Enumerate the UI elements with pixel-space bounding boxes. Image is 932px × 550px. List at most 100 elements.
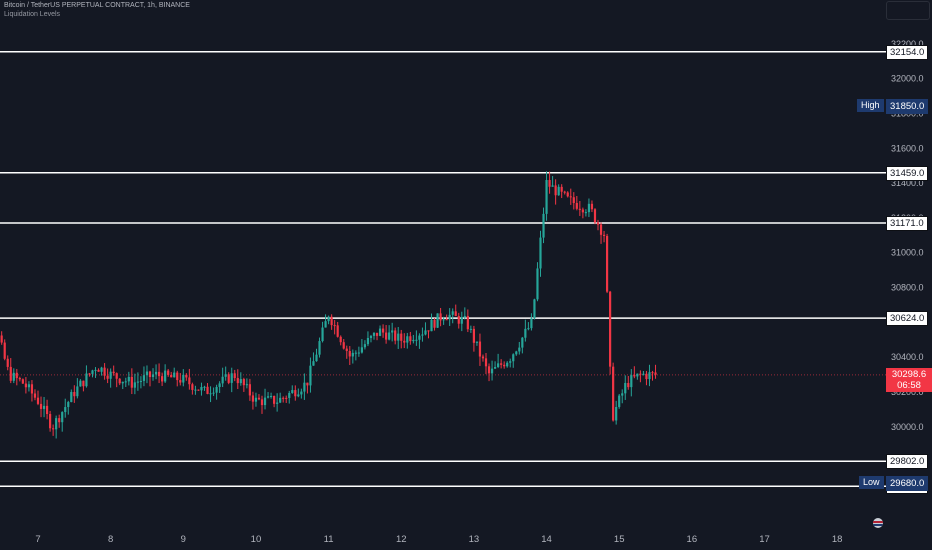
candle-body — [584, 212, 588, 214]
candle-body — [596, 222, 600, 225]
candle-body — [593, 209, 597, 223]
candle-body — [624, 382, 627, 394]
candle-body — [115, 373, 118, 379]
candle-body — [618, 395, 621, 407]
candle-body — [49, 414, 52, 429]
candle-body — [566, 192, 569, 197]
candle-body — [605, 235, 609, 292]
candle-body — [381, 328, 385, 333]
candle-body — [239, 379, 242, 384]
price-tick-label: 30200.0 — [891, 387, 924, 397]
candle-body — [203, 386, 206, 388]
candle-body — [148, 371, 152, 378]
candle-body — [58, 418, 61, 423]
top-right-box[interactable] — [886, 1, 930, 20]
candle-body — [560, 186, 563, 192]
candle-body — [436, 313, 439, 328]
price-tick-label: 31400.0 — [891, 178, 924, 188]
candle-body — [415, 339, 418, 341]
candle-body — [191, 384, 194, 390]
candle-body — [375, 332, 379, 336]
candle-body — [136, 381, 139, 383]
candle-body — [257, 397, 261, 400]
candle-body — [333, 325, 336, 327]
candle-body — [130, 376, 133, 388]
date-tick-label: 18 — [832, 534, 843, 545]
candle-body — [609, 291, 612, 367]
candle-body — [85, 373, 88, 387]
price-tick-label: 32200.0 — [891, 39, 924, 49]
candle-body — [179, 380, 182, 383]
candle-body — [515, 351, 518, 355]
candle-body — [545, 180, 548, 214]
candle-body — [200, 387, 203, 391]
liquidation-level-tag: 30624.0 — [886, 311, 929, 327]
candle-body — [33, 393, 37, 398]
candle-body — [251, 395, 255, 402]
candle-body — [506, 362, 509, 367]
candle-body — [342, 342, 345, 349]
candle-body — [91, 370, 94, 374]
candle-body — [164, 370, 167, 382]
candle-body — [157, 371, 161, 377]
date-tick-label: 8 — [108, 534, 113, 545]
candle-body — [297, 394, 300, 397]
low-price-tag: 29680.0 — [886, 476, 929, 491]
candle-body — [73, 392, 76, 397]
candle-body — [142, 375, 146, 381]
candle-body — [430, 319, 433, 332]
candle-body — [551, 185, 554, 187]
candle-body — [478, 341, 482, 357]
candle-body — [621, 393, 624, 396]
candle-body — [518, 347, 521, 352]
candle-body — [403, 340, 406, 343]
candle-body — [439, 313, 442, 321]
date-tick-label: 13 — [469, 534, 480, 545]
candle-body — [336, 325, 339, 337]
candle-body — [500, 363, 503, 365]
candle-body — [648, 372, 651, 380]
candle-body — [391, 330, 394, 333]
candle-body — [363, 344, 367, 348]
date-tick-label: 17 — [759, 534, 770, 545]
candle-body — [587, 203, 591, 213]
candle-body — [357, 352, 360, 354]
candle-body — [487, 366, 491, 374]
candle-body — [409, 336, 412, 342]
candle-body — [161, 376, 164, 382]
candle-body — [306, 382, 309, 386]
candle-body — [324, 321, 327, 328]
candle-body — [79, 380, 82, 387]
candle-body — [557, 186, 560, 196]
candle-body — [291, 390, 294, 393]
candle-body — [469, 328, 472, 330]
date-tick-label: 11 — [324, 534, 334, 545]
candle-body — [209, 393, 212, 395]
candle-body — [378, 328, 382, 336]
candle-body — [55, 418, 58, 430]
candle-body — [127, 376, 130, 382]
candle-body — [212, 392, 215, 394]
candle-body — [215, 386, 218, 393]
candle-body — [266, 396, 270, 398]
candle-body — [303, 382, 306, 392]
candle-body — [170, 374, 173, 378]
candle-body — [260, 399, 264, 406]
candle-body — [0, 335, 3, 343]
candle-body — [245, 384, 248, 386]
candle-body — [227, 374, 230, 383]
candle-body — [418, 335, 421, 340]
candle-body — [615, 406, 618, 421]
candle-body — [572, 197, 575, 204]
liquidation-level-tag: 31459.0 — [886, 165, 929, 181]
candle-body — [294, 390, 297, 397]
candle-body — [70, 392, 73, 403]
candle-body — [412, 339, 415, 342]
us-flag-icon[interactable] — [873, 518, 883, 528]
indicator-label[interactable]: Liquidation Levels — [4, 11, 61, 18]
candle-body — [273, 395, 276, 404]
candle-body — [236, 378, 239, 384]
candle-body — [64, 407, 67, 413]
candle-body — [15, 372, 18, 379]
